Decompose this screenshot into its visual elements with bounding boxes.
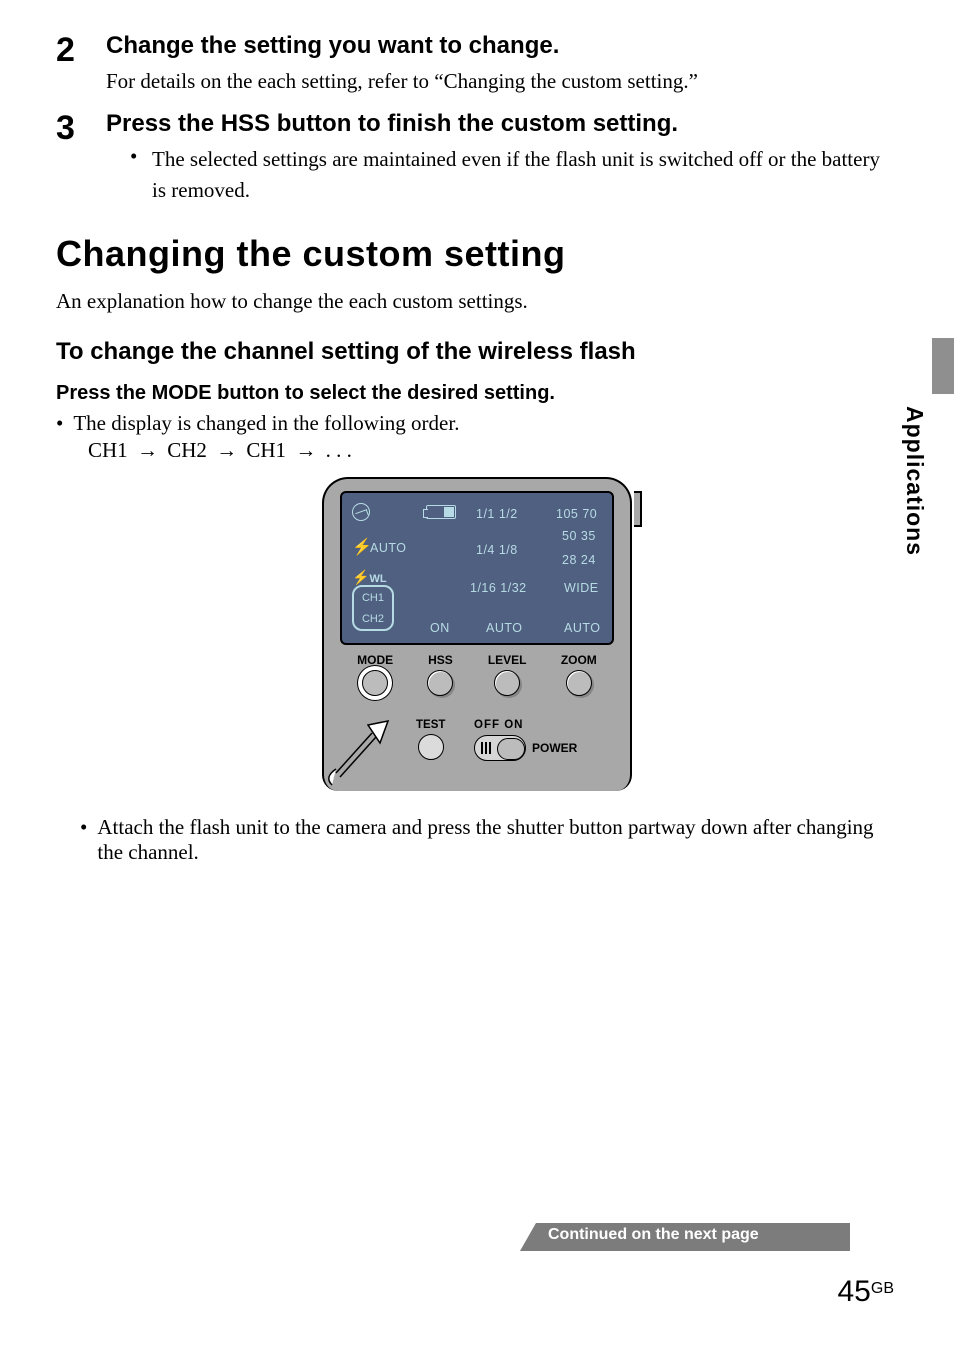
lcd-zoom-row: 28 24 (562, 553, 596, 567)
lcd-zoom-wide-label: WIDE (564, 581, 599, 595)
zoom-button[interactable] (566, 670, 592, 696)
button-row: MODE HSS LEVEL ZOOM (340, 653, 614, 713)
zoom-button-label: ZOOM (561, 653, 597, 667)
continued-banner: Continued on the next page (520, 1223, 850, 1251)
hss-button-label: HSS (428, 653, 453, 667)
level-button[interactable] (494, 670, 520, 696)
continued-text: Continued on the next page (548, 1226, 759, 1244)
flash-bolt-icon: ⚡ (352, 537, 372, 557)
post-diagram-bullet: • Attach the flash unit to the camera an… (80, 815, 898, 865)
channel-selection-box: CH1 CH2 (352, 585, 394, 631)
step-heading: Press the HSS button to finish the custo… (106, 110, 898, 138)
bounce-icon (352, 503, 370, 521)
step-bullet: • The selected settings are maintained e… (130, 144, 898, 205)
lcd-zoom-row: 105 70 (556, 507, 597, 521)
side-tab-label: Applications (901, 406, 928, 556)
test-button[interactable] (418, 734, 444, 760)
lcd-zoom-row: 50 35 (562, 529, 596, 543)
lcd-ch1-label: CH1 (362, 592, 384, 604)
bullet-dot-icon: • (80, 815, 87, 865)
lcd-ch2-label: CH2 (362, 613, 384, 625)
lcd-level-auto-label: AUTO (486, 621, 523, 635)
arrow-right-icon: → (133, 438, 162, 463)
level-button-label: LEVEL (488, 653, 527, 667)
test-button-col: TEST (416, 719, 445, 760)
lcd-auto-label: AUTO (370, 541, 407, 555)
lcd-on-label: ON (430, 621, 450, 635)
bullet-dot-icon: • (56, 411, 63, 436)
test-button-label: TEST (416, 719, 445, 731)
channel-sequence: CH1 → CH2 → CH1 → . . . (88, 438, 898, 463)
page-number: 45GB (838, 1275, 895, 1309)
instruction-heading: Press the MODE button to select the desi… (56, 382, 898, 405)
hss-button[interactable] (427, 670, 453, 696)
lcd-level-row: 1/4 1/8 (476, 543, 518, 557)
mode-button-col: MODE (357, 653, 393, 696)
step-body: Change the setting you want to change. F… (106, 32, 898, 96)
control-row: TEST OFF ON POWER (408, 719, 614, 779)
lcd-wl-label: WL (369, 573, 386, 585)
display-order-text: The display is changed in the following … (73, 411, 459, 436)
battery-icon (426, 505, 456, 519)
side-tab-marker (932, 338, 954, 394)
step-bullet-text: The selected settings are maintained eve… (152, 144, 898, 205)
lcd-zoom-auto-label: AUTO (564, 621, 601, 635)
hss-button-col: HSS (427, 653, 453, 696)
sequence-item: CH1 (246, 438, 286, 462)
display-order-bullet: • The display is changed in the followin… (56, 411, 898, 436)
arrow-right-icon: → (212, 438, 241, 463)
page-region-label: GB (871, 1280, 894, 1297)
sequence-item: CH1 (88, 438, 128, 462)
intro-text: An explanation how to change the each cu… (56, 289, 898, 314)
pointer-arrow-icon (322, 719, 394, 787)
level-button-col: LEVEL (488, 653, 527, 696)
zoom-button-col: ZOOM (561, 653, 597, 696)
page-number-value: 45 (838, 1275, 871, 1308)
section-heading: To change the channel setting of the wir… (56, 338, 898, 366)
power-label: POWER (532, 741, 577, 755)
lcd-screen: ⚡ AUTO ⚡WL CH1 CH2 ON 1/1 1/2 1/4 1/8 1/… (340, 491, 614, 645)
mode-button[interactable] (362, 670, 388, 696)
step-number: 3 (56, 110, 88, 205)
mode-button-label: MODE (357, 653, 393, 667)
lcd-level-row: 1/16 1/32 (470, 581, 527, 595)
bullet-dot-icon: • (130, 144, 142, 205)
arrow-right-icon: → (291, 438, 320, 463)
wireless-icon: ⚡WL (352, 569, 387, 586)
step-block: 3 Press the HSS button to finish the cus… (56, 110, 898, 205)
step-block: 2 Change the setting you want to change.… (56, 32, 898, 96)
flash-unit-diagram: ⚡ AUTO ⚡WL CH1 CH2 ON 1/1 1/2 1/4 1/8 1/… (318, 477, 636, 791)
power-switch[interactable] (474, 735, 526, 761)
power-off-on-label: OFF ON (474, 719, 523, 731)
sequence-item: . . . (326, 438, 352, 462)
page-title: Changing the custom setting (56, 233, 898, 275)
flash-unit-knob-icon (634, 491, 642, 527)
lcd-level-row: 1/1 1/2 (476, 507, 518, 521)
sequence-item: CH2 (167, 438, 207, 462)
step-body: Press the HSS button to finish the custo… (106, 110, 898, 205)
post-diagram-text: Attach the flash unit to the camera and … (97, 815, 898, 865)
step-heading: Change the setting you want to change. (106, 32, 898, 60)
step-detail: For details on the each setting, refer t… (106, 66, 898, 96)
step-number: 2 (56, 32, 88, 96)
